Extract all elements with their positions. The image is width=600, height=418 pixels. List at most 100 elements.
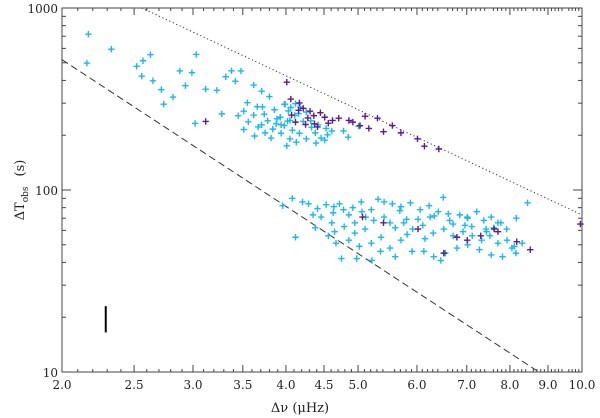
data-point — [478, 236, 485, 244]
data-point — [340, 223, 348, 230]
data-point — [503, 236, 511, 244]
data-point — [305, 200, 312, 207]
data-point — [508, 244, 516, 252]
data-point — [414, 225, 422, 233]
data-point — [386, 244, 394, 252]
data-point — [322, 125, 330, 132]
data-point — [377, 234, 385, 241]
data-point — [486, 232, 494, 240]
y-axis: 10 100 1000 — [27, 2, 582, 380]
data-point — [431, 212, 438, 220]
data-point — [303, 135, 310, 143]
x-tick-label: 7.0 — [457, 378, 476, 392]
data-point — [440, 225, 448, 233]
data-point — [440, 194, 447, 201]
data-point — [281, 101, 289, 108]
data-point — [377, 248, 384, 255]
y-tick-label: 1000 — [27, 2, 58, 16]
y-axis-label-unit: (s) — [13, 160, 28, 177]
data-point — [292, 100, 299, 107]
data-point — [380, 213, 388, 221]
data-point — [222, 73, 229, 80]
plot-frame — [61, 7, 583, 373]
data-point — [228, 67, 235, 74]
data-point — [286, 135, 294, 143]
data-point — [273, 115, 281, 123]
data-point — [259, 103, 266, 111]
data-point — [461, 222, 469, 229]
data-point — [138, 72, 145, 80]
data-point — [311, 120, 318, 128]
data-point — [453, 244, 461, 252]
data-point — [349, 118, 357, 126]
data-point — [512, 249, 520, 257]
y-axis-label: ΔTobs (s) — [13, 160, 31, 221]
data-point — [389, 200, 396, 207]
data-point — [445, 210, 452, 217]
data-point — [421, 143, 428, 150]
data-point — [266, 93, 273, 100]
data-point — [392, 253, 399, 260]
data-point — [353, 255, 360, 262]
data-point — [430, 253, 437, 260]
x-tick-label: 4.0 — [276, 378, 295, 392]
x-tick-label: 4.5 — [314, 378, 333, 392]
data-point — [430, 229, 437, 237]
data-point — [396, 207, 404, 214]
data-point — [329, 117, 336, 124]
data-point — [261, 110, 268, 118]
data-point — [359, 213, 366, 221]
data-point — [374, 115, 381, 122]
data-point — [380, 219, 387, 227]
data-point — [397, 203, 405, 210]
data-point — [449, 220, 457, 228]
data-point — [314, 205, 321, 212]
data-point — [250, 111, 257, 119]
data-point — [244, 99, 251, 106]
data-point — [292, 118, 299, 126]
data-point — [303, 108, 310, 116]
data-point — [499, 253, 506, 260]
data-point — [240, 108, 247, 115]
data-point — [293, 139, 300, 146]
data-point — [380, 198, 388, 206]
data-point — [240, 126, 247, 133]
data-point — [365, 125, 373, 132]
data-point — [345, 134, 352, 141]
data-point — [409, 225, 416, 233]
data-point — [234, 112, 242, 119]
data-point — [250, 81, 257, 89]
data-point — [285, 107, 292, 115]
data-point — [374, 196, 382, 203]
x-tick-label: 3.5 — [233, 378, 252, 392]
data-point — [149, 77, 157, 85]
series-dark — [202, 79, 584, 257]
data-point — [368, 257, 376, 264]
data-point — [277, 114, 284, 121]
data-point — [83, 59, 91, 67]
data-point — [300, 105, 307, 112]
dotted-reference-line — [141, 7, 583, 216]
data-point — [416, 206, 424, 213]
data-point — [361, 113, 369, 120]
series-light — [83, 30, 531, 264]
data-point — [302, 121, 309, 128]
data-point — [296, 103, 304, 111]
data-point — [368, 206, 375, 213]
data-point — [400, 219, 407, 227]
data-point — [258, 121, 265, 129]
data-point — [237, 67, 245, 75]
data-point — [414, 135, 421, 143]
data-point — [176, 67, 184, 75]
data-point — [435, 208, 442, 215]
data-point — [321, 136, 328, 144]
data-point — [497, 219, 505, 227]
data-point — [287, 95, 294, 103]
data-point — [345, 211, 353, 219]
data-point — [312, 224, 319, 231]
data-point — [403, 216, 410, 223]
data-point — [332, 240, 340, 247]
data-point — [191, 120, 199, 127]
data-point — [397, 236, 405, 244]
